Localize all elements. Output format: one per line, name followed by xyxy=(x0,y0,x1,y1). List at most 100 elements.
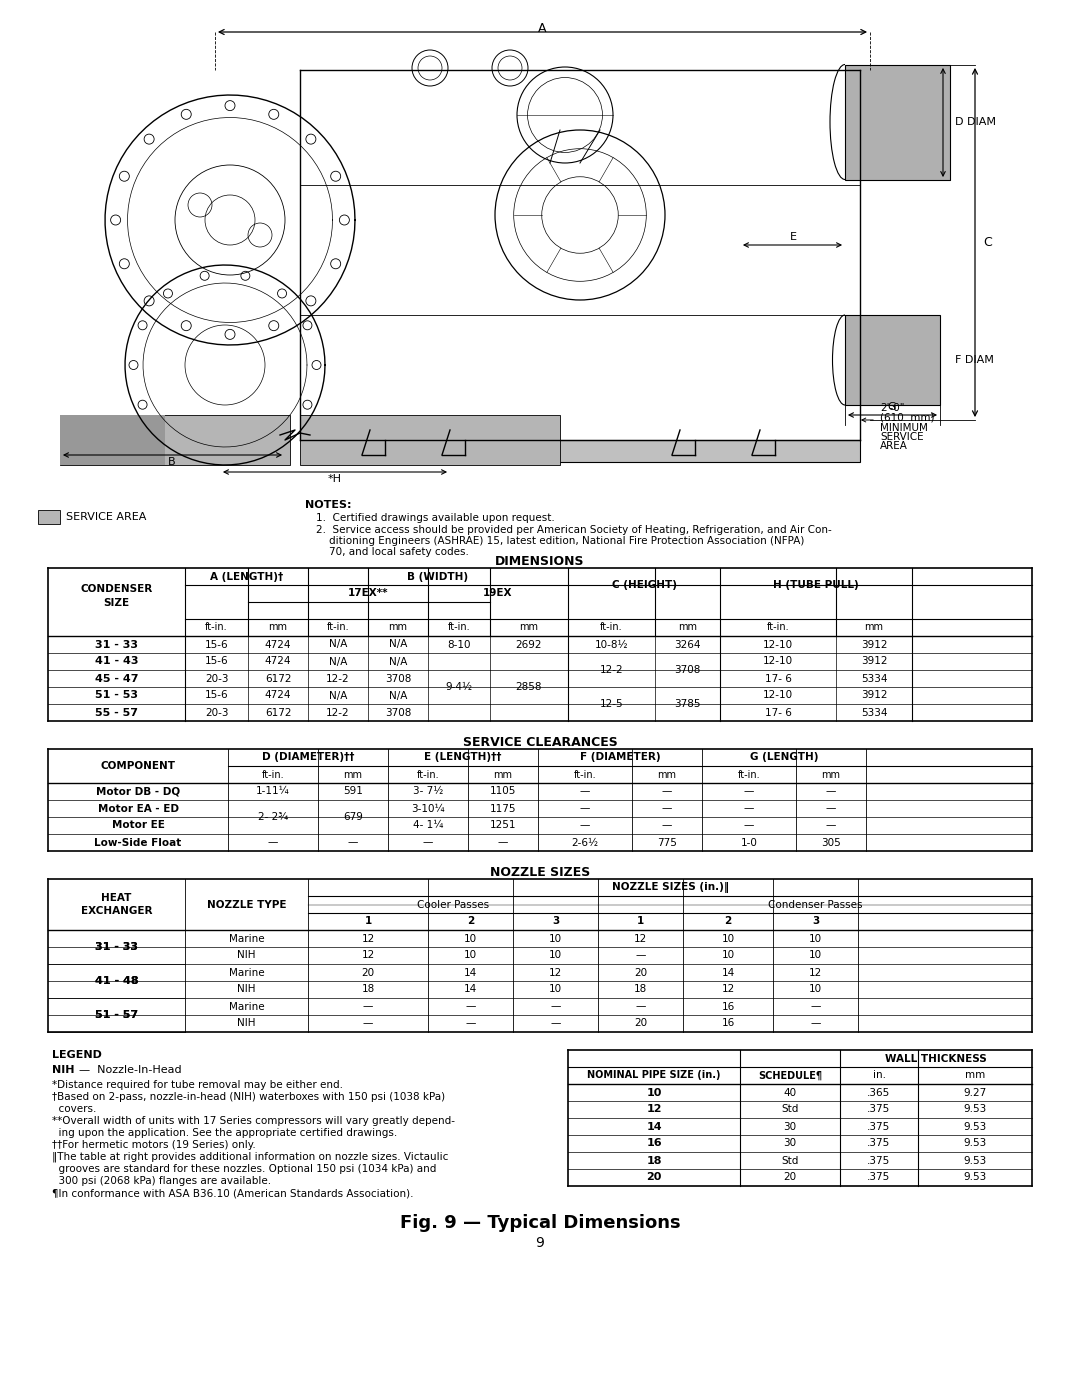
Text: DIMENSIONS: DIMENSIONS xyxy=(496,555,584,569)
Text: 20: 20 xyxy=(634,1018,647,1028)
Text: —: — xyxy=(744,820,754,830)
Text: 1-0: 1-0 xyxy=(741,837,757,848)
Text: 12: 12 xyxy=(634,933,647,943)
Text: NIH: NIH xyxy=(238,985,256,995)
Text: 10: 10 xyxy=(464,950,477,961)
Text: 10: 10 xyxy=(549,985,562,995)
Text: SERVICE: SERVICE xyxy=(880,432,923,441)
Text: 1105: 1105 xyxy=(490,787,516,796)
Text: 3912: 3912 xyxy=(861,690,888,700)
Text: 2692: 2692 xyxy=(516,640,542,650)
Text: —: — xyxy=(826,803,836,813)
Text: 16: 16 xyxy=(721,1018,734,1028)
Text: ft-in.: ft-in. xyxy=(326,623,349,633)
Bar xyxy=(49,965,184,997)
Text: in.: in. xyxy=(873,1070,886,1080)
Text: 45 - 47: 45 - 47 xyxy=(95,673,138,683)
Text: N/A: N/A xyxy=(328,640,347,650)
Text: —: — xyxy=(465,1002,475,1011)
Text: G: G xyxy=(888,402,896,412)
Text: 41 - 48: 41 - 48 xyxy=(95,977,138,986)
Text: 9.53: 9.53 xyxy=(963,1155,987,1165)
Text: 18: 18 xyxy=(362,985,375,995)
Text: —: — xyxy=(551,1002,561,1011)
Text: 2: 2 xyxy=(725,916,731,926)
Text: —: — xyxy=(635,1002,646,1011)
Text: 9: 9 xyxy=(536,1236,544,1250)
Text: —: — xyxy=(422,837,433,848)
Text: 3264: 3264 xyxy=(674,640,701,650)
Text: 6172: 6172 xyxy=(265,707,292,718)
Text: mm: mm xyxy=(494,770,513,780)
Text: 4- 1¼: 4- 1¼ xyxy=(413,820,443,830)
Text: 305: 305 xyxy=(821,837,841,848)
Bar xyxy=(845,66,950,180)
Text: 20-3: 20-3 xyxy=(205,673,228,683)
Text: 3- 7½: 3- 7½ xyxy=(413,787,443,796)
Text: NOZZLE SIZES: NOZZLE SIZES xyxy=(490,866,590,879)
Text: 12: 12 xyxy=(549,968,562,978)
Text: —: — xyxy=(662,820,672,830)
Text: ¶In conformance with ASA B36.10 (American Standards Association).: ¶In conformance with ASA B36.10 (America… xyxy=(52,1187,414,1199)
Text: 12-10: 12-10 xyxy=(762,640,793,650)
Text: AREA: AREA xyxy=(880,441,908,451)
Text: 1: 1 xyxy=(364,916,372,926)
Text: Condenser Passes: Condenser Passes xyxy=(768,900,862,909)
Text: 591: 591 xyxy=(343,787,363,796)
Text: ft-in.: ft-in. xyxy=(767,623,789,633)
Text: 20: 20 xyxy=(783,1172,797,1182)
Text: ft-in.: ft-in. xyxy=(417,770,440,780)
Text: mm: mm xyxy=(964,1070,985,1080)
Bar xyxy=(49,930,184,963)
Text: 10: 10 xyxy=(646,1087,662,1098)
Text: —: — xyxy=(551,1018,561,1028)
Text: Fig. 9 — Typical Dimensions: Fig. 9 — Typical Dimensions xyxy=(400,1214,680,1232)
Text: mm: mm xyxy=(343,770,363,780)
Bar xyxy=(569,687,719,719)
Text: 679: 679 xyxy=(343,812,363,821)
Bar xyxy=(300,415,561,465)
Text: F (DIAMETER): F (DIAMETER) xyxy=(580,753,660,763)
Text: 18: 18 xyxy=(634,985,647,995)
Text: LEGEND: LEGEND xyxy=(52,1051,102,1060)
Text: 31 - 33: 31 - 33 xyxy=(95,942,138,951)
Text: Cooler Passes: Cooler Passes xyxy=(417,900,489,909)
Text: HEAT
EXCHANGER: HEAT EXCHANGER xyxy=(81,893,152,916)
Bar xyxy=(0,0,1080,475)
Text: 9.53: 9.53 xyxy=(963,1139,987,1148)
Text: 51 - 57: 51 - 57 xyxy=(95,1010,138,1020)
Text: —: — xyxy=(348,837,359,848)
Text: ft-in.: ft-in. xyxy=(600,623,623,633)
Text: 55 - 57: 55 - 57 xyxy=(95,707,138,718)
Text: 2: 2 xyxy=(467,916,474,926)
Text: NIH: NIH xyxy=(238,1018,256,1028)
Text: 15-6: 15-6 xyxy=(205,640,228,650)
Text: 4724: 4724 xyxy=(265,690,292,700)
Text: 12-10: 12-10 xyxy=(762,657,793,666)
Text: NOMINAL PIPE SIZE (in.): NOMINAL PIPE SIZE (in.) xyxy=(588,1070,720,1080)
Text: 12: 12 xyxy=(721,985,734,995)
Text: —: — xyxy=(744,787,754,796)
Text: mm: mm xyxy=(389,623,407,633)
Text: 10: 10 xyxy=(549,933,562,943)
Text: 20: 20 xyxy=(634,968,647,978)
Text: NOZZLE TYPE: NOZZLE TYPE xyxy=(206,900,286,909)
Text: 3785: 3785 xyxy=(674,698,701,710)
Text: 30: 30 xyxy=(783,1139,797,1148)
Text: 20-3: 20-3 xyxy=(205,707,228,718)
Text: 3-10¼: 3-10¼ xyxy=(411,803,445,813)
Text: —: — xyxy=(363,1018,374,1028)
Text: 14: 14 xyxy=(464,985,477,995)
Text: ft-in.: ft-in. xyxy=(261,770,284,780)
Text: 40: 40 xyxy=(783,1087,797,1098)
Text: mm: mm xyxy=(864,623,883,633)
Text: MINIMUM: MINIMUM xyxy=(880,423,928,433)
Text: —: — xyxy=(662,787,672,796)
Text: 4724: 4724 xyxy=(265,640,292,650)
Text: .375: .375 xyxy=(867,1172,891,1182)
Bar xyxy=(320,440,860,462)
Text: 9.27: 9.27 xyxy=(963,1087,987,1098)
Text: 10: 10 xyxy=(809,950,822,961)
Text: 2- 2¾: 2- 2¾ xyxy=(258,812,288,821)
Text: ft-in.: ft-in. xyxy=(448,623,470,633)
